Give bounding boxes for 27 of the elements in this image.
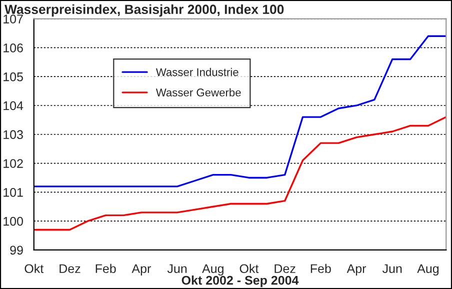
chart-title: Wasserpreisindex, Basisjahr 2000, Index 100 bbox=[4, 4, 284, 17]
x-tick-label: Feb bbox=[96, 264, 116, 274]
line-series bbox=[34, 35, 446, 188]
x-tick-label: Okt bbox=[240, 264, 259, 274]
y-tick-label: 107 bbox=[4, 14, 23, 24]
x-tick-label: Jun bbox=[382, 264, 402, 274]
y-tick-label: 105 bbox=[4, 72, 23, 82]
legend-label: Wasser Industrie bbox=[156, 68, 238, 76]
y-tick-label: 100 bbox=[4, 216, 23, 226]
x-tick-label: Apr bbox=[346, 264, 366, 276]
legend-label: Wasser Gewerbe bbox=[156, 88, 241, 96]
x-tick-label: Dez bbox=[274, 264, 296, 274]
x-tick-label: Feb bbox=[310, 264, 331, 274]
x-tick-label: Aug bbox=[202, 264, 224, 276]
y-tick-label: 103 bbox=[4, 130, 23, 140]
x-axis-title: Okt 2002 - Sep 2004 bbox=[182, 276, 299, 288]
x-tick-label: Apr bbox=[132, 264, 151, 276]
y-tick-label: 104 bbox=[4, 101, 24, 110]
y-tick-label: 99 bbox=[10, 246, 23, 255]
x-tick-label: Aug bbox=[417, 264, 439, 276]
y-tick-label: 102 bbox=[4, 159, 23, 168]
y-tick-label: 106 bbox=[4, 43, 23, 52]
x-tick-label: Jun bbox=[167, 264, 187, 274]
x-tick-label: Okt bbox=[24, 264, 44, 274]
line-series bbox=[34, 116, 446, 231]
x-tick-label: Dez bbox=[60, 264, 80, 274]
y-tick-label: 101 bbox=[4, 188, 23, 197]
